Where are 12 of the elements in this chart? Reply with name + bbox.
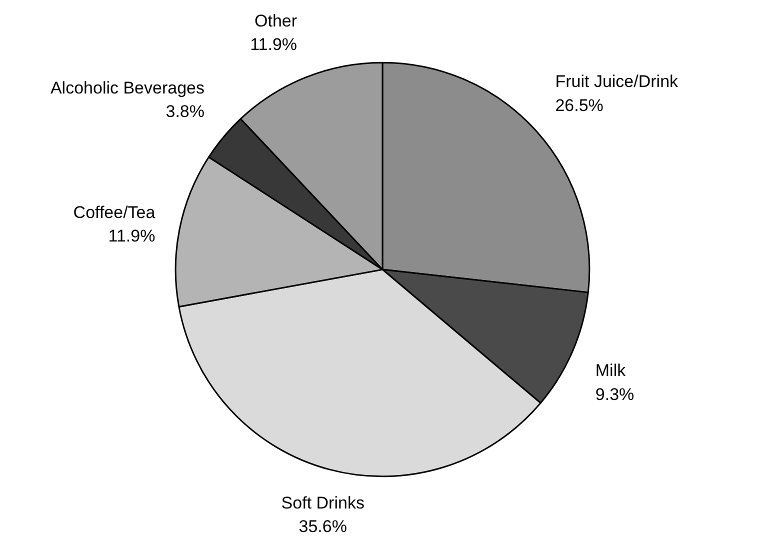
data-label: 35.6% bbox=[298, 517, 347, 536]
data-label: 11.9% bbox=[250, 35, 298, 54]
slice-label: Other bbox=[254, 11, 298, 30]
slice-label: Fruit Juice/Drink bbox=[555, 72, 679, 92]
slice-label: Coffee/Tea bbox=[73, 202, 156, 222]
data-label: 9.3% bbox=[595, 384, 634, 404]
data-label: 26.5% bbox=[555, 96, 604, 115]
data-label: 3.8% bbox=[166, 102, 204, 122]
data-label: 11.9% bbox=[108, 226, 156, 246]
slice-label: Alcoholic Beverages bbox=[50, 78, 204, 98]
slice-label: Soft Drinks bbox=[281, 493, 364, 512]
slice-label: Milk bbox=[595, 361, 626, 380]
